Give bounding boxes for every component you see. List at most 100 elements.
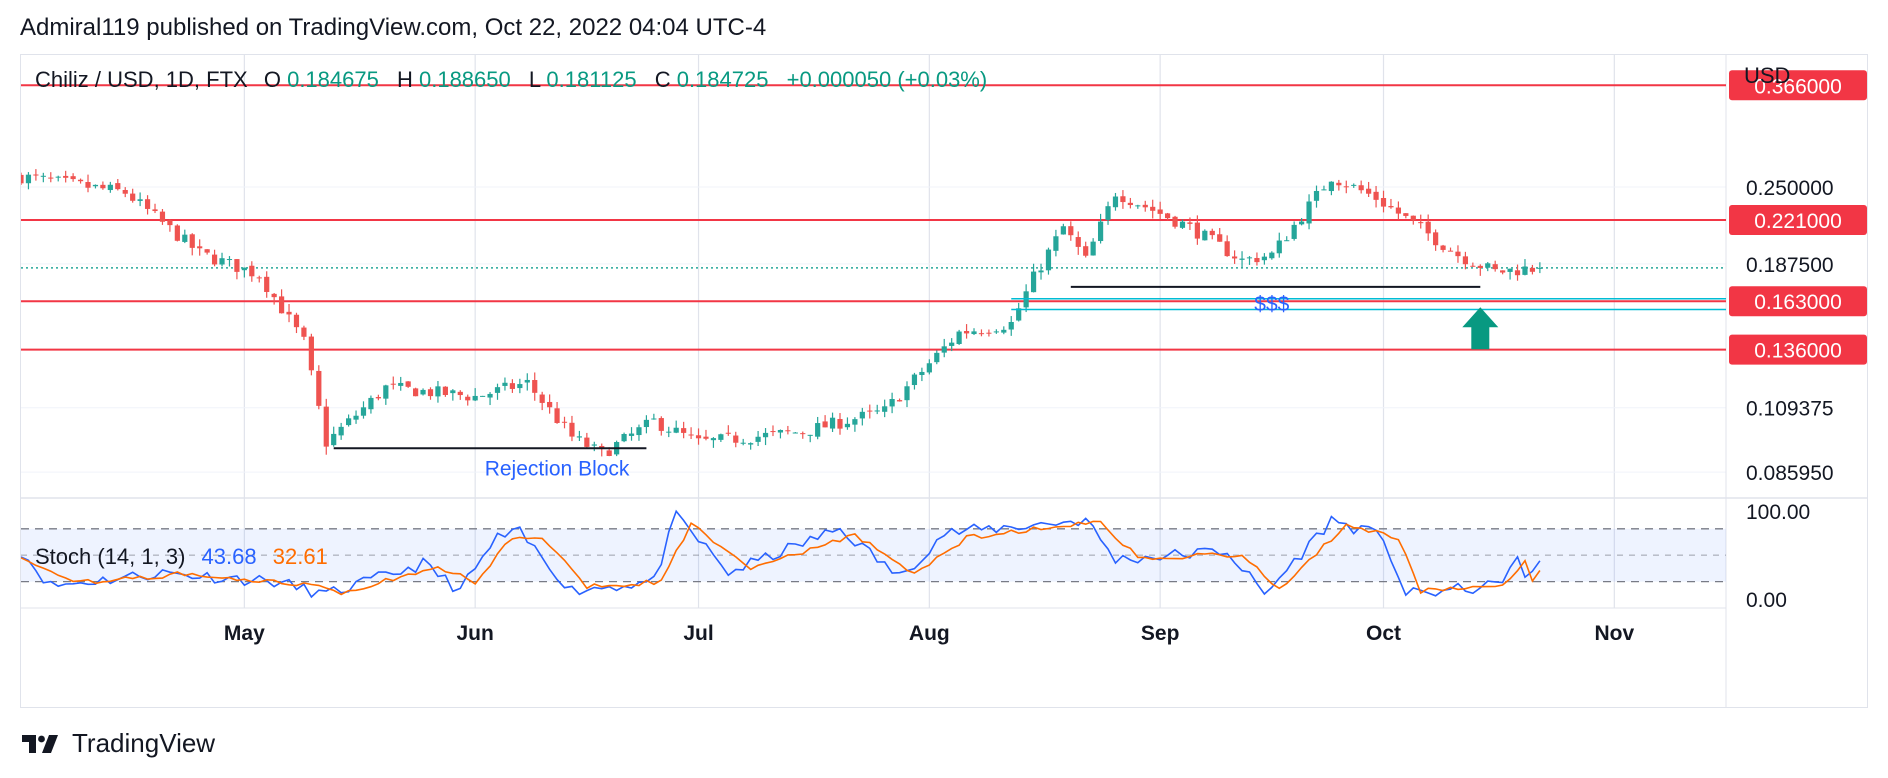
- candle-body: [695, 435, 702, 439]
- candle-body: [427, 389, 434, 397]
- candle-body: [1447, 250, 1454, 252]
- candle-body: [1150, 206, 1156, 211]
- open-value: 0.184675: [287, 67, 379, 92]
- candle-body: [308, 336, 314, 371]
- legend-layer: Chiliz / USD, 1D, FTX O 0.184675 H 0.188…: [35, 63, 1790, 569]
- candle-body: [264, 276, 270, 292]
- candle-body: [1395, 207, 1402, 214]
- candle-body: [1537, 267, 1543, 269]
- level-tag-label: 0.163000: [1754, 291, 1842, 314]
- candle-body: [1187, 222, 1193, 224]
- currency-label: USD: [1744, 63, 1790, 88]
- footer: TradingView: [20, 728, 215, 759]
- candle-body: [584, 437, 590, 447]
- candle-body: [271, 293, 277, 298]
- candle-body: [1462, 256, 1469, 265]
- candle-body: [1485, 263, 1491, 268]
- candle-body: [1090, 241, 1096, 256]
- candle-body: [1470, 265, 1476, 267]
- candle-body: [1142, 204, 1148, 208]
- level-tag: [1729, 204, 1867, 235]
- candle-body: [524, 379, 530, 383]
- x-tick-label: Aug: [909, 622, 950, 645]
- candle-body: [882, 406, 888, 412]
- candle-body: [115, 183, 121, 190]
- stoch-d-value: 32.61: [273, 544, 328, 569]
- candle-body: [1112, 196, 1119, 208]
- candle-body: [1246, 257, 1253, 259]
- candle-body: [978, 333, 985, 335]
- liquidity-label: $$$: [1254, 293, 1289, 316]
- candle-body: [1269, 252, 1275, 259]
- candle-body: [383, 385, 389, 399]
- chart-canvas[interactable]: 0.366000 0.221000 0.163000 0.136000 Rejecti…: [21, 55, 1867, 707]
- candle-body: [844, 423, 851, 428]
- candle-body: [1254, 257, 1260, 263]
- candle-body: [234, 259, 240, 272]
- candle-body: [293, 314, 300, 328]
- candle-body: [450, 390, 456, 394]
- candle-body: [1492, 264, 1498, 270]
- candle-body: [762, 432, 769, 438]
- candle-body: [1001, 329, 1007, 333]
- candle-body: [956, 331, 962, 344]
- candle-body: [204, 249, 210, 253]
- candle-body: [1008, 321, 1014, 330]
- candle-body: [1313, 190, 1320, 201]
- candle-body: [21, 174, 24, 184]
- candle-body: [1477, 265, 1483, 268]
- candle-body: [852, 419, 858, 425]
- candle-body: [941, 346, 947, 353]
- chart-frame[interactable]: 0.366000 0.221000 0.163000 0.136000 Rejecti…: [20, 54, 1868, 708]
- candle-body: [807, 434, 813, 436]
- candle-body: [770, 431, 776, 433]
- candle-body: [800, 433, 806, 435]
- candle-body: [569, 422, 575, 437]
- candle-body: [710, 438, 717, 441]
- candle-body: [323, 406, 329, 447]
- candle-body: [472, 395, 478, 401]
- candle-body: [1380, 198, 1387, 207]
- y-tick-label: 0.109375: [1746, 398, 1834, 421]
- candle-body: [1425, 221, 1431, 234]
- candle-body: [934, 352, 940, 363]
- candle-body: [286, 311, 292, 315]
- stoch-k-line: [21, 509, 1541, 599]
- low-label: L: [529, 67, 541, 92]
- candle-body: [1284, 240, 1290, 242]
- high-label: H: [397, 67, 413, 92]
- candle-body: [1388, 206, 1394, 208]
- candle-body: [1522, 266, 1528, 275]
- candle-body: [420, 389, 426, 395]
- level-tag: [1729, 70, 1867, 101]
- x-tick-label: May: [224, 622, 265, 645]
- candle-body: [621, 433, 627, 442]
- candle-body: [316, 370, 322, 406]
- stoch-d-line: [21, 520, 1541, 596]
- candle-body: [1440, 245, 1446, 250]
- candle-body: [1217, 234, 1223, 242]
- candle-body: [859, 411, 865, 419]
- level-tag: [1729, 334, 1867, 365]
- candle-body: [1328, 181, 1334, 192]
- candle-body: [331, 433, 337, 446]
- candle-body: [167, 220, 173, 226]
- candle-body: [137, 199, 143, 201]
- candle-body: [1403, 213, 1409, 216]
- close-label: C: [655, 67, 671, 92]
- level-tag-label: 0.366000: [1754, 75, 1842, 98]
- candle-body: [1097, 221, 1104, 242]
- axes-layer: May Jun Jul Aug Sep Oct Nov 0.250000 0.187500 0.1…: [224, 177, 1834, 645]
- candle-body: [1261, 256, 1267, 261]
- candle-body: [829, 417, 836, 429]
- candle-body: [502, 382, 508, 386]
- publisher-line: Admiral119 published on TradingView.com,…: [20, 14, 767, 41]
- candle-body: [25, 174, 32, 184]
- candle-body: [576, 436, 583, 438]
- levels-layer: 0.366000 0.221000 0.163000 0.136000: [21, 70, 1867, 365]
- candle-body: [1276, 240, 1282, 254]
- candle-body: [949, 342, 955, 346]
- candle-body: [725, 432, 731, 434]
- candle-body: [703, 436, 709, 439]
- buy-arrow-icon: [1462, 307, 1499, 350]
